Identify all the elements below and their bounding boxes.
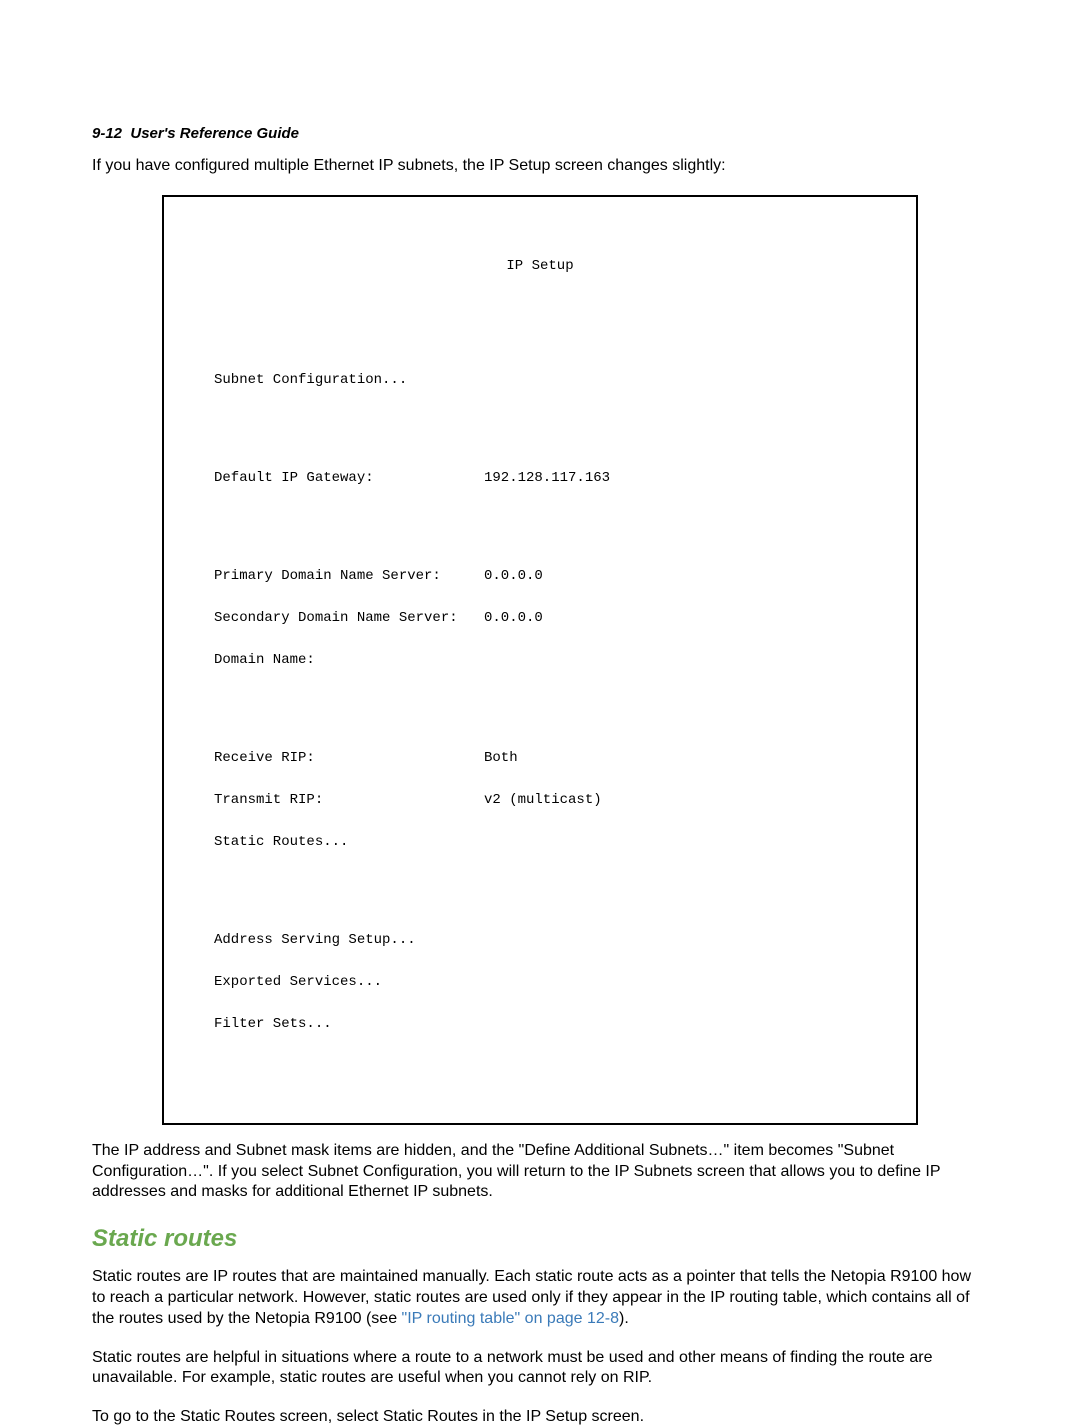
receive-rip-label: Receive RIP: [214,751,484,765]
row-exported-services: Exported Services... [214,975,866,989]
section-heading-static-routes: Static routes [92,1225,988,1253]
row-filter-sets: Filter Sets... [214,1017,866,1031]
row-transmit-rip: Transmit RIP: v2 (multicast) [214,793,866,807]
static-routes-para-3: To go to the Static Routes screen, selec… [92,1407,988,1428]
default-gateway-value: 192.128.117.163 [484,471,866,485]
address-serving-label: Address Serving Setup... [214,933,484,947]
console-title: IP Setup [214,259,866,273]
default-gateway-label: Default IP Gateway: [214,471,484,485]
page-number: 9-12 [92,125,122,142]
row-primary-dns: Primary Domain Name Server: 0.0.0.0 [214,569,866,583]
transmit-rip-value: v2 (multicast) [484,793,866,807]
transmit-rip-label: Transmit RIP: [214,793,484,807]
exported-services-label: Exported Services... [214,975,484,989]
ip-routing-table-link[interactable]: "IP routing table" on page 12-8 [402,1310,619,1327]
row-domain-name: Domain Name: [214,653,866,667]
secondary-dns-label: Secondary Domain Name Server: [214,611,484,625]
primary-dns-value: 0.0.0.0 [484,569,866,583]
row-address-serving: Address Serving Setup... [214,933,866,947]
static-routes-para-2: Static routes are helpful in situations … [92,1348,988,1390]
page-header: 9-12 User's Reference Guide [92,125,988,142]
secondary-dns-value: 0.0.0.0 [484,611,866,625]
static-routes-label: Static Routes... [214,835,484,849]
row-subnet-config: Subnet Configuration... [214,373,866,387]
row-static-routes: Static Routes... [214,835,866,849]
static-routes-para-1: Static routes are IP routes that are mai… [92,1267,988,1329]
post-console-paragraph: The IP address and Subnet mask items are… [92,1141,988,1203]
primary-dns-label: Primary Domain Name Server: [214,569,484,583]
domain-name-label: Domain Name: [214,653,484,667]
subnet-config-label: Subnet Configuration... [214,373,484,387]
guide-title: User's Reference Guide [130,125,299,142]
page: 9-12 User's Reference Guide If you have … [0,0,1080,1397]
intro-paragraph: If you have configured multiple Ethernet… [92,156,988,177]
sr-para1-b: ). [619,1310,629,1327]
row-default-gateway: Default IP Gateway: 192.128.117.163 [214,471,866,485]
receive-rip-value: Both [484,751,866,765]
row-receive-rip: Receive RIP: Both [214,751,866,765]
row-secondary-dns: Secondary Domain Name Server: 0.0.0.0 [214,611,866,625]
console-screen: IP Setup Subnet Configuration... Default… [162,195,918,1125]
filter-sets-label: Filter Sets... [214,1017,484,1031]
